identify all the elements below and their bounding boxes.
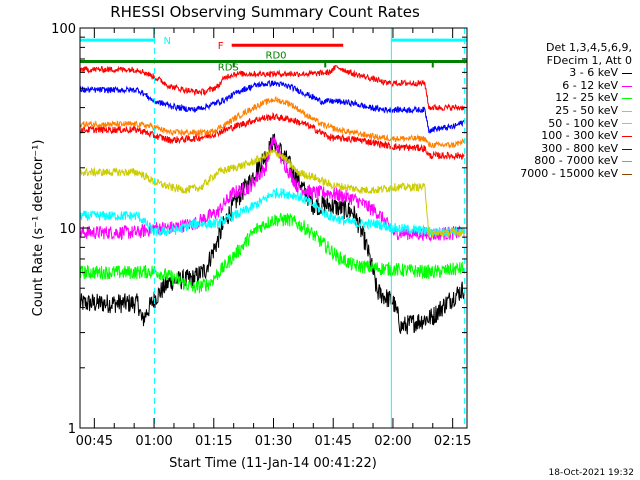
legend-label-8: 7000 - 15000 keV — [520, 166, 618, 180]
legend-label-3: 25 - 50 keV — [555, 103, 618, 117]
x-tick-label-2: 01:15 — [195, 434, 232, 449]
x-tick-label-1: 01:00 — [135, 434, 172, 449]
x-tick-label-0: 00:45 — [76, 434, 113, 449]
legend-label-5: 100 - 300 keV — [541, 129, 618, 143]
chart-title: RHESSI Observing Summary Count Rates — [110, 3, 420, 21]
series-line-red-upper — [79, 64, 465, 112]
legend-entries: 3 - 6 keV 6 - 12 keV 12 - 25 keV 25 - 50 ke… — [482, 67, 632, 180]
x-tick-label-3: 01:30 — [255, 434, 292, 449]
legend-swatch-0 — [622, 72, 632, 74]
y-tick-label-0: 1 — [68, 422, 76, 437]
legend-entry-0: 3 - 6 keV — [482, 67, 632, 80]
legend-label-7: 800 - 7000 keV — [534, 154, 618, 168]
y-tick-label-1: 10 — [59, 222, 76, 237]
legend-entry-8: 7000 - 15000 keV — [482, 166, 632, 181]
legend-swatch-7 — [622, 161, 632, 163]
timestamp: 18-Oct-2021 19:32 — [548, 468, 634, 478]
legend-label-0: 3 - 6 keV — [569, 66, 618, 80]
legend-label-4: 50 - 100 keV — [548, 116, 618, 130]
series-line-7 — [79, 96, 465, 149]
legend-swatch-3 — [622, 110, 632, 112]
series-line-2 — [79, 212, 465, 294]
legend-entry-5: 100 - 300 keV — [482, 130, 632, 143]
legend: Det 1,3,4,5,6,9, FDecim 1, Att 0 3 - 6 k… — [482, 41, 632, 181]
legend-entry-3: 25 - 50 keV — [482, 103, 632, 118]
series-line-5 — [79, 112, 465, 161]
flare-bar-label: F — [218, 41, 224, 52]
series-line-4 — [79, 148, 465, 239]
legend-entry-7: 800 - 7000 keV — [482, 155, 632, 168]
night-bar-label: N — [163, 36, 170, 47]
series-line-3 — [79, 187, 465, 237]
legend-label-6: 300 - 800 keV — [541, 141, 618, 155]
x-tick-label-4: 01:45 — [314, 434, 351, 449]
rd-bar-label: RD0 — [266, 50, 287, 61]
legend-label-2: 12 - 25 keV — [555, 91, 618, 105]
legend-swatch-4 — [622, 123, 632, 125]
x-tick-label-6: 02:15 — [434, 434, 471, 449]
legend-entry-4: 50 - 100 keV — [482, 116, 632, 131]
legend-entry-6: 300 - 800 keV — [482, 141, 632, 156]
legend-header-line-2: FDecim 1, Att 0 — [546, 53, 632, 67]
series-line-6 — [79, 79, 465, 134]
legend-swatch-2 — [622, 98, 632, 100]
legend-label-1: 6 - 12 keV — [562, 78, 618, 92]
rd-bar-label-left: RDS — [218, 62, 239, 73]
y-tick-label-2: 100 — [51, 22, 76, 37]
axis-layer: 00:45 01:00 01:15 01:30 01:45 02:00 02:15 1 10 10… — [51, 22, 471, 449]
data-layer — [79, 64, 465, 335]
x-axis-label: Start Time (11-Jan-14 00:41:22) — [169, 456, 377, 471]
legend-swatch-5 — [622, 135, 632, 137]
legend-swatch-8 — [622, 173, 632, 175]
legend-swatch-1 — [622, 85, 632, 87]
legend-header-line-1: Det 1,3,4,5,6,9, — [545, 41, 632, 54]
y-axis-label: Count Rate (s⁻¹ detector⁻¹) — [31, 140, 46, 317]
legend-entry-2: 12 - 25 keV — [482, 92, 632, 105]
x-tick-label-5: 02:00 — [374, 434, 411, 449]
legend-entry-1: 6 - 12 keV — [482, 78, 632, 93]
legend-swatch-6 — [622, 148, 632, 150]
